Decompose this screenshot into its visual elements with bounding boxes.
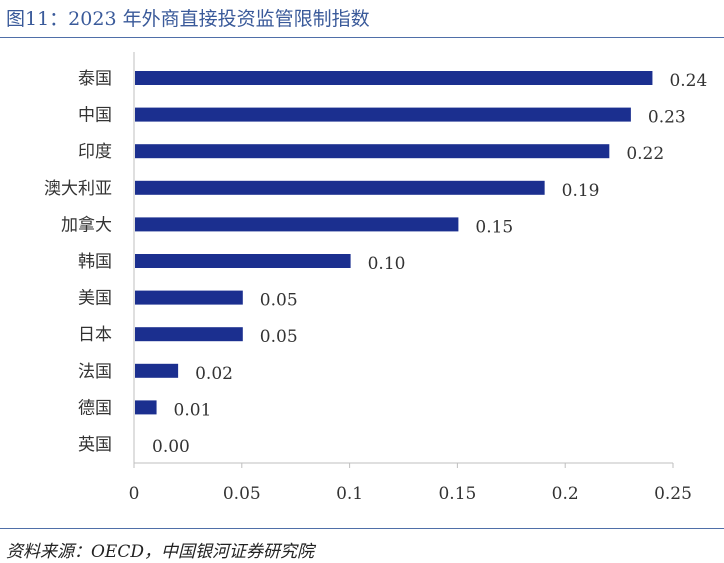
bar <box>135 327 243 342</box>
category-label: 日本 <box>78 325 112 345</box>
x-tick-label: 0.05 <box>223 484 261 504</box>
data-label: 0.01 <box>174 400 212 420</box>
category-label: 德国 <box>78 398 112 418</box>
data-label: 0.15 <box>475 217 513 237</box>
x-tick-label: 0.1 <box>336 484 363 504</box>
bottom-divider <box>0 528 724 529</box>
figure-title: 图11：2023 年外商直接投资监管限制指数 <box>6 8 370 30</box>
bar <box>135 180 545 195</box>
category-label: 泰国 <box>78 69 112 89</box>
data-label: 0.02 <box>195 364 233 384</box>
data-label: 0.00 <box>152 437 190 457</box>
category-label: 韩国 <box>78 252 112 272</box>
data-label: 0.10 <box>368 254 406 274</box>
top-divider <box>0 37 724 38</box>
category-label: 美国 <box>78 289 112 309</box>
data-label: 0.22 <box>626 144 664 164</box>
data-label: 0.05 <box>260 327 298 347</box>
x-tick-label: 0.2 <box>552 484 579 504</box>
category-label: 英国 <box>78 435 112 455</box>
bar <box>135 363 179 378</box>
bar <box>135 254 351 268</box>
category-label: 加拿大 <box>61 214 112 235</box>
bar <box>135 107 631 122</box>
bar <box>135 71 653 85</box>
category-label: 法国 <box>78 362 112 382</box>
data-label: 0.24 <box>669 71 707 91</box>
bar <box>135 144 610 159</box>
data-label: 0.05 <box>260 291 298 311</box>
category-label: 澳大利亚 <box>44 179 112 199</box>
data-label: 0.19 <box>562 181 600 201</box>
data-label: 0.23 <box>648 108 686 128</box>
source-note: 资料来源：OECD，中国银河证券研究院 <box>6 542 314 562</box>
x-tick-label: 0.15 <box>438 484 476 504</box>
category-label: 印度 <box>78 142 112 162</box>
bar <box>135 290 243 305</box>
category-label: 中国 <box>78 106 112 126</box>
x-tick-label: 0 <box>129 484 140 504</box>
bar <box>135 217 459 232</box>
bar <box>135 400 157 415</box>
x-tick-label: 0.25 <box>654 484 692 504</box>
